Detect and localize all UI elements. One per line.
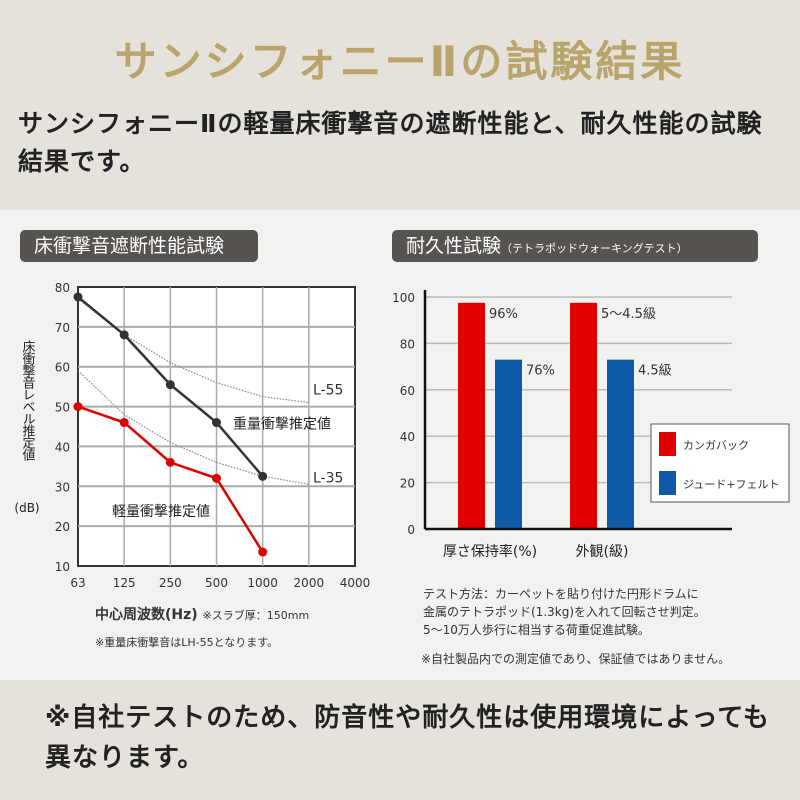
x-tick-label: 2000 — [294, 576, 325, 590]
y-tick-label: 30 — [55, 480, 70, 494]
data-point — [258, 471, 268, 481]
sound-test-title: 床衝撃音遮断性能試験 — [34, 235, 225, 257]
y-tick-label: 40 — [55, 440, 70, 454]
y-tick-label: 60 — [400, 384, 415, 398]
bar — [607, 359, 634, 529]
data-point — [258, 547, 268, 557]
data-point — [212, 473, 221, 483]
y-tick-label: 20 — [400, 477, 415, 491]
bar-label: 96% — [489, 307, 518, 322]
method-text: テスト方法：カーペットを貼り付けた円形ドラムに 金属のテトラポッド(1.3kg)を… — [423, 587, 706, 637]
y-tick-label: 50 — [55, 401, 70, 415]
data-point — [119, 418, 129, 428]
series-label-light: 軽量衝撃推定値 — [112, 504, 210, 520]
y-tick-label: 80 — [55, 281, 70, 295]
x-tick-label: 63 — [70, 576, 85, 590]
y-tick-label: 0 — [407, 523, 415, 537]
bar-label: 4.5級 — [638, 364, 672, 379]
bar-label: 76% — [526, 364, 555, 379]
y-tick-label: 70 — [55, 321, 70, 335]
slab-note: ※スラブ厚：150mm — [202, 609, 310, 622]
category-label: 外観(級) — [576, 543, 629, 560]
legend-label: カンガバック — [683, 439, 749, 452]
durability-test-header: 耐久性試験（テトラポッドウォーキングテスト） — [392, 230, 758, 262]
data-point — [73, 292, 83, 302]
y-tick-label: 100 — [392, 291, 415, 305]
legend-label: ジュード+フェルト — [683, 478, 779, 491]
x-tick-label: 500 — [205, 576, 228, 590]
sound-test-header: 床衝撃音遮断性能試験 — [20, 230, 258, 262]
y-tick-label: 80 — [400, 337, 415, 351]
bar-label: 5〜4.5級 — [601, 307, 656, 322]
bar — [570, 302, 597, 529]
data-point — [212, 418, 221, 428]
data-point — [119, 330, 129, 340]
series-label-heavy: 重量衝撃推定値 — [233, 416, 331, 432]
x-tick-label: 125 — [113, 576, 136, 590]
y-tick-label: 60 — [55, 361, 70, 375]
y-tick-label: 10 — [55, 560, 70, 574]
legend-swatch — [659, 471, 676, 495]
y-tick-label: 40 — [400, 430, 415, 444]
label-l55: L-55 — [313, 383, 343, 399]
bottom-note: ※自社テストのため、防音性や耐久性は使用環境によっても異なります。 — [45, 703, 770, 773]
data-point — [73, 402, 83, 412]
x-axis-label: 中心周波数(Hz) ※スラブ厚：150mm — [95, 607, 310, 623]
durability-test-subtitle: （テトラポッドウォーキングテスト） — [501, 242, 688, 255]
x-tick-label: 4000 — [340, 576, 371, 590]
legend-swatch — [659, 432, 676, 456]
disclaimer: ※自社製品内での測定値であり、保証値ではありません。 — [421, 652, 731, 666]
bar — [458, 302, 485, 529]
y-axis-label: 床衝撃音レベル推定値 — [20, 340, 36, 461]
label-l35: L-35 — [313, 470, 343, 486]
y-tick-label: 20 — [55, 520, 70, 534]
durability-test-title: 耐久性試験 — [406, 235, 502, 257]
header-band: サンシフォニーⅡの試験結果 サンシフォニーⅡの軽量床衝撃音の遮断性能と、耐久性能… — [0, 0, 800, 210]
data-point — [165, 380, 175, 390]
x-tick-label: 250 — [159, 576, 182, 590]
category-label: 厚さ保持率(%) — [443, 543, 537, 560]
y-axis-unit: (dB) — [14, 501, 39, 515]
intro-text: サンシフォニーⅡの軽量床衝撃音の遮断性能と、耐久性能の試験結果です。 — [18, 109, 763, 176]
data-point — [165, 457, 175, 467]
page-title: サンシフォニーⅡの試験結果 — [114, 37, 686, 86]
footer-band: ※自社テストのため、防音性や耐久性は使用環境によっても異なります。 — [0, 680, 800, 800]
bar — [495, 359, 522, 529]
x-tick-label: 1000 — [247, 576, 278, 590]
heavy-footnote: ※重量床衝撃音はLH-55となります。 — [95, 636, 279, 649]
